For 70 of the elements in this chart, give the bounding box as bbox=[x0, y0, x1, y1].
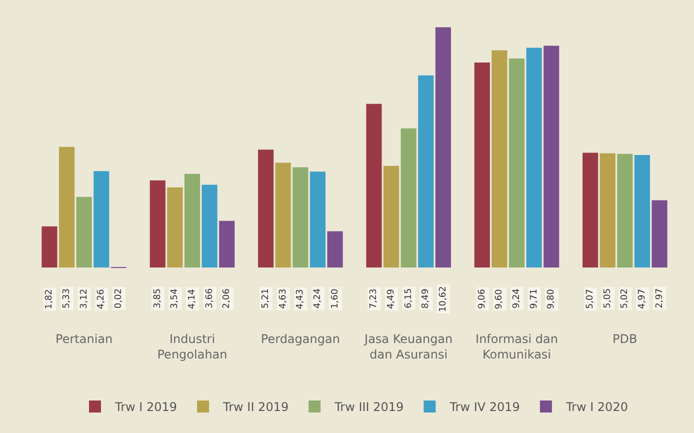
bar bbox=[366, 104, 382, 268]
bar bbox=[184, 174, 200, 268]
data-label: 2,06 bbox=[222, 288, 232, 309]
bar bbox=[94, 171, 110, 268]
data-label: 1,60 bbox=[330, 288, 340, 309]
bar bbox=[258, 150, 274, 268]
bar bbox=[58, 146, 75, 268]
bar bbox=[582, 152, 598, 268]
data-label: 4,43 bbox=[296, 289, 306, 310]
data-label: 5,33 bbox=[62, 288, 72, 309]
bar bbox=[600, 153, 616, 268]
bar bbox=[292, 167, 308, 268]
data-label: 6,15 bbox=[404, 288, 414, 308]
legend-label: Trw IV 2019 bbox=[448, 400, 520, 414]
bar bbox=[150, 180, 166, 268]
legend-label: Trw III 2019 bbox=[334, 400, 404, 414]
x-tick-label: Industri Pengolahan bbox=[157, 332, 228, 362]
data-label: 7,23 bbox=[369, 288, 380, 309]
x-tick-label: Pertanian bbox=[56, 332, 113, 346]
data-label: 9,06 bbox=[477, 288, 488, 309]
data-label: 3,66 bbox=[204, 288, 215, 308]
bar bbox=[275, 162, 291, 268]
data-label: 3,85 bbox=[152, 288, 163, 308]
bar bbox=[435, 27, 451, 268]
bar bbox=[327, 231, 343, 268]
bar bbox=[202, 184, 218, 268]
data-label: 5,05 bbox=[602, 288, 613, 308]
bar bbox=[508, 58, 525, 268]
legend-label: Trw II 2019 bbox=[222, 400, 289, 414]
data-label: 3,12 bbox=[79, 288, 90, 309]
legend-label: Trw I 2019 bbox=[114, 400, 178, 414]
bar bbox=[42, 226, 58, 268]
bar bbox=[652, 200, 668, 268]
data-label: 4,14 bbox=[187, 288, 198, 310]
data-label: 5,21 bbox=[261, 288, 272, 309]
x-tick-label: Informasi dan Komunikasi bbox=[476, 332, 558, 362]
legend-label: Trw I 2020 bbox=[564, 400, 628, 414]
bar bbox=[526, 48, 542, 268]
bar bbox=[492, 50, 508, 268]
bar bbox=[418, 75, 434, 268]
bar bbox=[167, 187, 183, 268]
data-label: 4,24 bbox=[312, 288, 323, 308]
bar bbox=[310, 172, 326, 268]
data-label: 9,80 bbox=[546, 288, 557, 310]
bar bbox=[219, 220, 235, 268]
bar bbox=[76, 196, 92, 268]
data-label: 3,54 bbox=[170, 288, 180, 309]
data-label: 9,60 bbox=[494, 288, 505, 310]
data-label: 8,49 bbox=[421, 288, 432, 309]
bar bbox=[634, 155, 650, 268]
data-label: 4,26 bbox=[96, 288, 107, 310]
data-label: 10,62 bbox=[438, 286, 448, 312]
x-tick-label: Jasa Keuangan dan Asuransi bbox=[364, 332, 453, 362]
data-label: 0,02 bbox=[114, 288, 124, 308]
x-tick-label: PDB bbox=[612, 332, 638, 346]
bar bbox=[400, 128, 416, 268]
data-label: 9,24 bbox=[512, 288, 522, 309]
data-label: 1,82 bbox=[44, 289, 55, 310]
data-label: 4,49 bbox=[386, 288, 397, 310]
bar bbox=[474, 62, 490, 268]
data-label: 2,97 bbox=[654, 288, 665, 308]
x-tick-label: Perdagangan bbox=[260, 332, 340, 346]
data-label: 4,63 bbox=[278, 288, 288, 309]
data-label: 5,07 bbox=[586, 289, 596, 310]
bar bbox=[544, 46, 560, 268]
data-label: 9,71 bbox=[529, 288, 540, 309]
bar bbox=[617, 154, 633, 268]
data-label: 4,97 bbox=[637, 288, 648, 309]
bar bbox=[383, 166, 400, 268]
data-label: 5,02 bbox=[620, 288, 630, 309]
